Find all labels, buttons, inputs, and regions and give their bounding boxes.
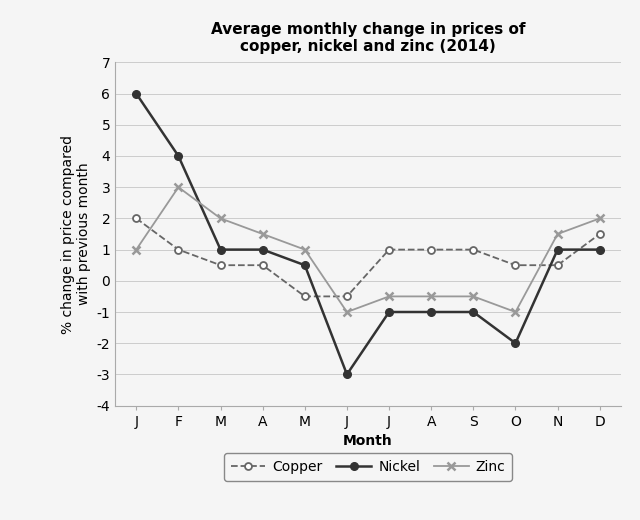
- Line: Nickel: Nickel: [132, 90, 604, 378]
- Zinc: [385, 293, 393, 300]
- Copper: [470, 246, 477, 253]
- Zinc: [343, 309, 351, 315]
- Copper: [596, 231, 604, 237]
- Line: Zinc: Zinc: [132, 183, 604, 316]
- Copper: [511, 262, 519, 268]
- Copper: [343, 293, 351, 300]
- Legend: Copper, Nickel, Zinc: Copper, Nickel, Zinc: [224, 453, 512, 481]
- Nickel: [596, 246, 604, 253]
- Zinc: [511, 309, 519, 315]
- Zinc: [554, 231, 561, 237]
- Nickel: [428, 309, 435, 315]
- Nickel: [470, 309, 477, 315]
- Copper: [217, 262, 225, 268]
- Zinc: [259, 231, 266, 237]
- Zinc: [470, 293, 477, 300]
- Copper: [301, 293, 308, 300]
- Title: Average monthly change in prices of
copper, nickel and zinc (2014): Average monthly change in prices of copp…: [211, 22, 525, 54]
- Nickel: [343, 371, 351, 378]
- Nickel: [511, 340, 519, 346]
- Nickel: [217, 246, 225, 253]
- Nickel: [385, 309, 393, 315]
- Copper: [132, 215, 140, 222]
- X-axis label: Month: Month: [343, 434, 393, 448]
- Y-axis label: % change in price compared
with previous month: % change in price compared with previous…: [61, 135, 91, 333]
- Copper: [554, 262, 561, 268]
- Zinc: [301, 246, 308, 253]
- Nickel: [259, 246, 266, 253]
- Line: Copper: Copper: [132, 215, 604, 300]
- Copper: [428, 246, 435, 253]
- Zinc: [596, 215, 604, 222]
- Zinc: [217, 215, 225, 222]
- Nickel: [301, 262, 308, 268]
- Nickel: [175, 153, 182, 159]
- Nickel: [554, 246, 561, 253]
- Zinc: [132, 246, 140, 253]
- Copper: [259, 262, 266, 268]
- Copper: [385, 246, 393, 253]
- Zinc: [428, 293, 435, 300]
- Nickel: [132, 90, 140, 97]
- Copper: [175, 246, 182, 253]
- Zinc: [175, 184, 182, 190]
